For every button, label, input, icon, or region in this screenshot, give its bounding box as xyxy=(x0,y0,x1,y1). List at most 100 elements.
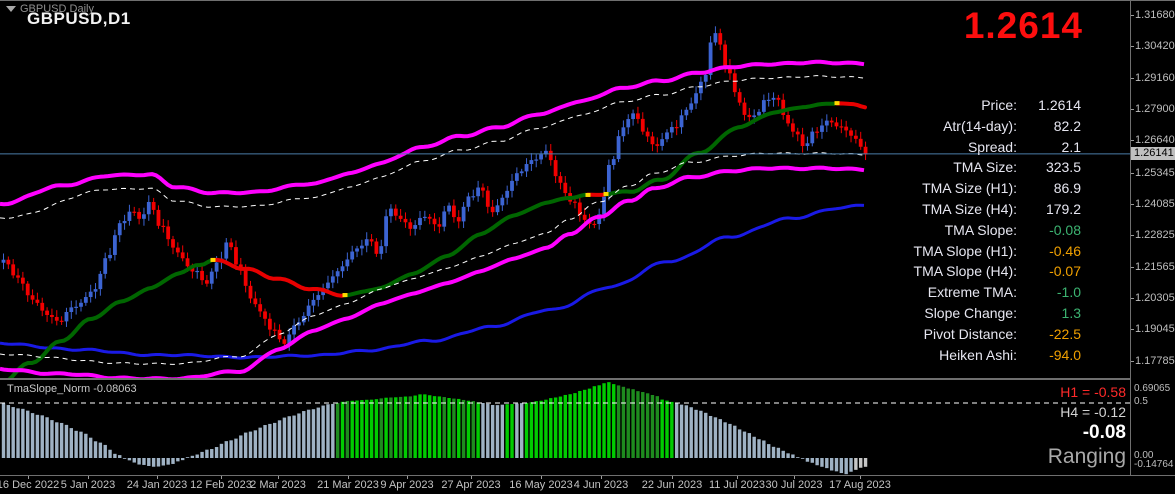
candle-body xyxy=(548,150,553,161)
histogram-bar xyxy=(113,453,117,458)
data-panel-value: 2.1 xyxy=(1061,138,1081,155)
histogram-bar xyxy=(93,441,98,458)
histogram-bar xyxy=(147,458,151,466)
histogram-bar xyxy=(21,408,25,458)
histogram-bar xyxy=(781,450,785,458)
histogram-bar xyxy=(258,427,262,458)
histogram-bar xyxy=(16,408,20,458)
data-panel-row: TMA Slope: -0.08 xyxy=(811,220,1081,241)
histogram-bar xyxy=(612,384,616,458)
histogram-bar xyxy=(568,394,572,458)
time-tick xyxy=(672,476,673,479)
candle-body xyxy=(839,126,844,128)
histogram-bar xyxy=(239,435,243,458)
candle-body xyxy=(451,205,456,218)
pane-separator[interactable] xyxy=(0,378,1130,380)
bid-price-badge: 1.26141 xyxy=(1131,146,1175,160)
histogram-bar xyxy=(670,401,674,458)
histogram-bar xyxy=(786,453,790,458)
candle-body xyxy=(456,217,461,222)
candle-body xyxy=(122,220,127,224)
slope-change-marker xyxy=(585,192,591,197)
indicator-pane[interactable]: TmaSlope_Norm -0.08063 H1 = -0.58 H4 = -… xyxy=(0,380,1130,475)
price-chart-pane[interactable]: GBPUSD Daily GBPUSD,D1 1.2614 Price: 1.26… xyxy=(0,1,1130,378)
candle-body xyxy=(54,316,59,321)
histogram-bar xyxy=(30,413,35,458)
candle-body xyxy=(640,118,645,132)
histogram-bar xyxy=(704,412,708,458)
time-axis[interactable]: 16 Dec 2022 5 Jan 2023 24 Jan 2023 12 Feb 2… xyxy=(0,476,1175,494)
histogram-bar xyxy=(742,431,747,458)
chevron-down-icon[interactable] xyxy=(6,6,16,12)
histogram-bar xyxy=(636,391,640,458)
candle-body xyxy=(253,298,258,305)
price-tick-label: 1.19045 xyxy=(1135,323,1175,336)
histogram-bar xyxy=(733,425,737,458)
histogram-bar xyxy=(718,419,722,458)
candle-body xyxy=(834,122,839,127)
histogram-bar xyxy=(476,402,480,458)
candle-body xyxy=(723,44,728,66)
candle-body xyxy=(742,102,747,115)
price-tick-label: 1.22825 xyxy=(1135,229,1175,242)
candle-body xyxy=(655,144,660,146)
histogram-bar xyxy=(834,458,839,472)
histogram-bar xyxy=(791,454,795,458)
histogram-bar xyxy=(379,398,383,458)
symbol-period-label: GBPUSD Daily xyxy=(20,3,94,15)
candle-body xyxy=(214,262,219,272)
candle-body xyxy=(35,299,40,303)
candle-body xyxy=(645,131,650,137)
candle-body xyxy=(461,206,466,222)
histogram-bar xyxy=(326,404,330,458)
candle-body xyxy=(718,33,723,45)
candle-body xyxy=(500,197,505,206)
candle-body xyxy=(606,164,611,194)
histogram-bar xyxy=(660,399,664,458)
candle-body xyxy=(272,329,277,331)
candle-body xyxy=(795,131,800,135)
time-tick-label: 21 Mar 2023 xyxy=(317,479,379,491)
indicator-readout: H1 = -0.58 H4 = -0.12 -0.08 Ranging xyxy=(1048,382,1126,469)
candle-body xyxy=(234,247,238,265)
indicator-data-panel: Price: 1.2614 Atr(14-day): 82.2 Spread: 2.1 TM… xyxy=(811,95,1081,365)
indicator-axis[interactable]: 0.69065 0.5 0.00 -0.14764 xyxy=(1131,380,1175,475)
histogram-bar xyxy=(243,432,248,458)
price-tick-label: 1.21565 xyxy=(1135,260,1175,273)
histogram-bar xyxy=(854,458,858,470)
candle-body xyxy=(205,280,209,284)
histogram-bar xyxy=(50,420,54,458)
candle-body xyxy=(306,305,311,316)
slope-change-marker xyxy=(834,101,840,106)
histogram-bar xyxy=(486,403,490,458)
candle-body xyxy=(374,241,379,254)
histogram-bar xyxy=(365,399,369,458)
candle-body xyxy=(679,115,684,128)
histogram-bar xyxy=(529,402,534,458)
histogram-bar xyxy=(592,386,597,458)
candle-body xyxy=(292,325,296,335)
histogram-bar xyxy=(292,415,296,458)
histogram-bar xyxy=(805,458,810,462)
candle-body xyxy=(345,259,350,267)
data-panel-value: -94.0 xyxy=(1049,346,1081,363)
candle-body xyxy=(185,258,190,267)
candle-body xyxy=(50,315,54,317)
indicator-canvas[interactable] xyxy=(0,380,1130,475)
price-chart-canvas[interactable] xyxy=(0,1,1130,378)
price-axis[interactable]: 1.31680 1.30420 1.29160 1.27900 1.26640 1.253… xyxy=(1130,0,1175,379)
data-panel-value: 1.2614 xyxy=(1038,97,1081,113)
histogram-bar xyxy=(752,436,756,458)
candle-body xyxy=(103,258,108,274)
histogram-bar xyxy=(631,389,635,458)
histogram-bar xyxy=(800,458,805,459)
candle-body xyxy=(786,115,790,124)
candle-body xyxy=(631,113,635,120)
candle-body xyxy=(408,222,413,229)
candle-body xyxy=(11,264,16,276)
histogram-bar xyxy=(195,454,199,458)
candle-body xyxy=(384,216,388,247)
candle-body xyxy=(800,134,805,147)
indicator-tick-label: 0.69065 xyxy=(1134,383,1171,394)
